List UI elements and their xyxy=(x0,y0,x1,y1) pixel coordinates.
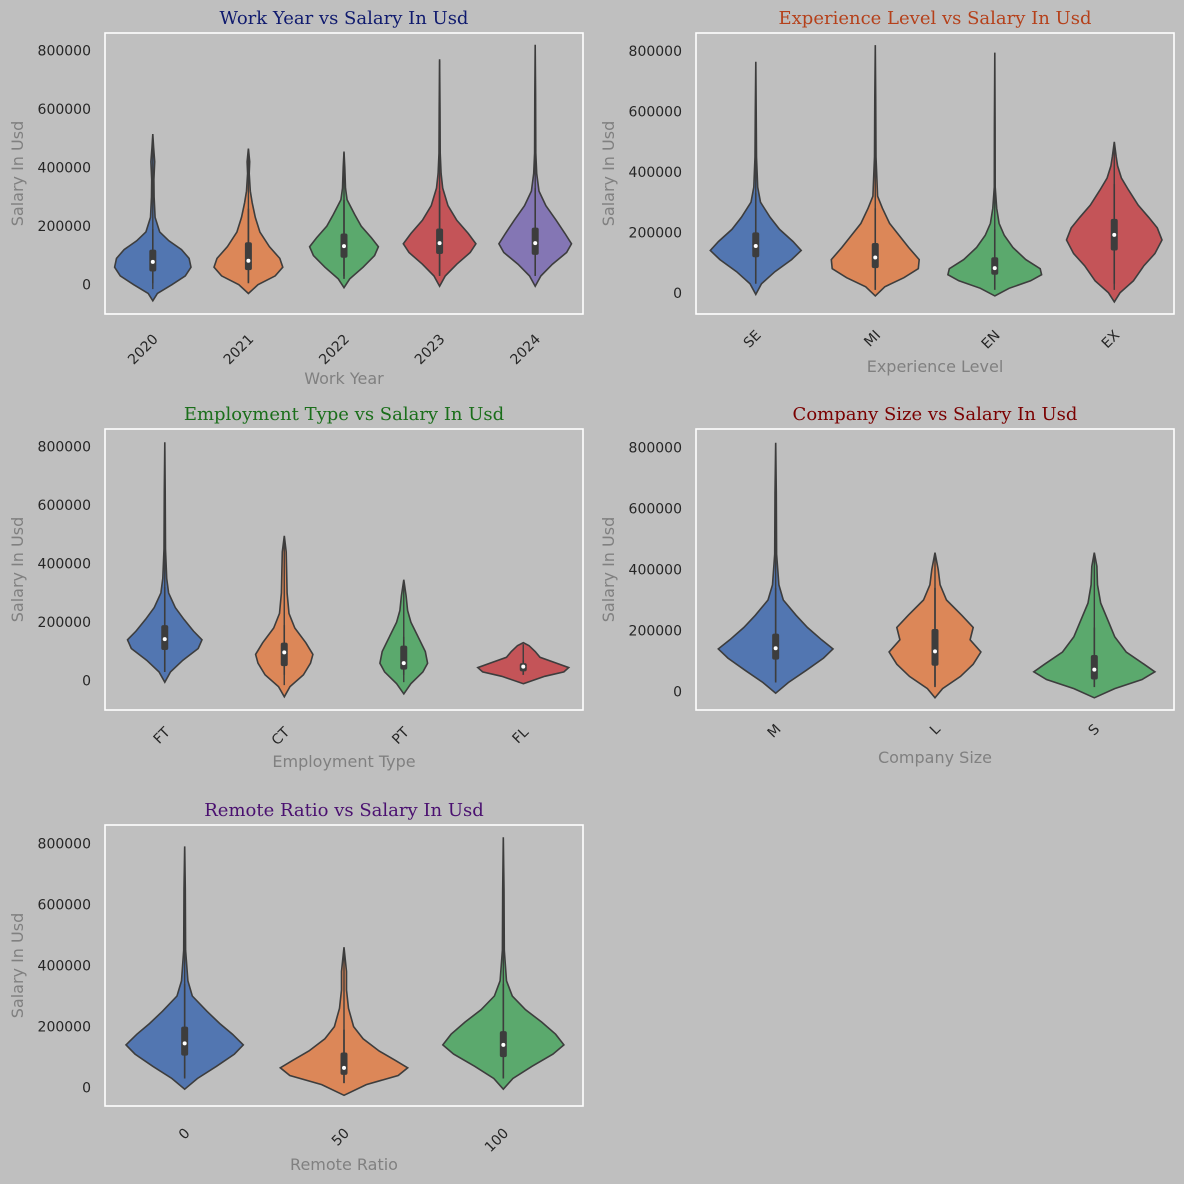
chart-title: Employment Type vs Salary In Usd xyxy=(184,404,504,425)
y-axis-label: Salary In Usd xyxy=(599,517,618,623)
chart-title: Remote Ratio vs Salary In Usd xyxy=(204,800,484,821)
x-tick-label: 2023 xyxy=(412,332,449,369)
x-tick-label: FT xyxy=(151,724,174,747)
x-tick-label: PT xyxy=(389,724,413,748)
y-tick-label: 800000 xyxy=(629,440,682,456)
violin-median-dot xyxy=(753,244,758,249)
plot-frame xyxy=(104,32,584,315)
violin-iqr-box xyxy=(931,629,939,666)
y-tick-label: 600000 xyxy=(38,897,91,913)
x-axis-label: Remote Ratio xyxy=(290,1155,398,1174)
violin-median-dot xyxy=(437,241,442,246)
plot-frame xyxy=(695,428,1175,711)
chart-panel: Company Size vs Salary In Usd Salary In U… xyxy=(599,404,1175,767)
y-tick-label: 800000 xyxy=(38,440,91,456)
x-axis-label: Employment Type xyxy=(272,752,415,771)
x-axis-label: Company Size xyxy=(878,748,992,767)
x-tick-label: FL xyxy=(510,724,533,747)
violin-iqr-box xyxy=(400,645,408,670)
x-axis-label: Work Year xyxy=(304,369,384,388)
x-tick-label: 2021 xyxy=(221,332,258,369)
y-tick-label: 600000 xyxy=(38,102,91,118)
x-axis-label: Experience Level xyxy=(867,357,1004,376)
y-tick-label: 200000 xyxy=(38,219,91,235)
y-tick-label: 0 xyxy=(673,685,682,701)
x-tick-label: 100 xyxy=(482,1126,512,1156)
y-tick-label: 200000 xyxy=(38,615,91,631)
violin-median-dot xyxy=(533,241,538,246)
x-tick-label: 2022 xyxy=(316,332,353,369)
y-tick-label: 800000 xyxy=(38,836,91,852)
violin-median-dot xyxy=(521,664,526,669)
violin-median-dot xyxy=(246,258,251,263)
x-tick-label: CT xyxy=(269,724,294,749)
x-tick-label: 2024 xyxy=(508,331,545,368)
violin-iqr-box xyxy=(181,1026,189,1056)
y-tick-label: 0 xyxy=(673,286,682,302)
violin-median-dot xyxy=(992,266,997,271)
y-tick-label: 400000 xyxy=(38,161,91,177)
violin-iqr-box xyxy=(1090,655,1098,680)
y-tick-label: 600000 xyxy=(629,501,682,517)
y-axis-label: Salary In Usd xyxy=(8,121,27,227)
y-axis-label: Salary In Usd xyxy=(8,913,27,1019)
plot-frame xyxy=(695,32,1175,315)
y-tick-label: 400000 xyxy=(629,563,682,579)
chart-title: Company Size vs Salary In Usd xyxy=(793,404,1078,425)
violin-median-dot xyxy=(150,259,155,264)
y-axis-label: Salary In Usd xyxy=(8,517,27,623)
y-tick-label: 0 xyxy=(82,278,91,294)
violin-median-dot xyxy=(342,244,346,249)
violin-median-dot xyxy=(182,1041,187,1046)
violin-median-dot xyxy=(401,661,406,666)
y-tick-label: 200000 xyxy=(629,225,682,241)
plot-frame xyxy=(104,824,584,1107)
violin-iqr-box xyxy=(280,642,288,667)
y-tick-label: 400000 xyxy=(38,557,91,573)
x-tick-label: EX xyxy=(1099,327,1124,352)
violin-median-dot xyxy=(501,1042,506,1047)
y-tick-label: 400000 xyxy=(629,165,682,181)
y-tick-label: 800000 xyxy=(38,44,91,60)
x-tick-label: SE xyxy=(741,328,765,352)
y-axis-label: Salary In Usd xyxy=(599,121,618,227)
x-tick-label: EN xyxy=(979,328,1004,353)
y-tick-label: 600000 xyxy=(38,498,91,514)
violin-median-dot xyxy=(1092,667,1097,672)
chart-title: Work Year vs Salary In Usd xyxy=(220,8,469,29)
y-tick-label: 600000 xyxy=(629,105,682,121)
violin-median-dot xyxy=(933,649,937,654)
y-tick-label: 0 xyxy=(82,1081,91,1097)
violin-median-dot xyxy=(282,650,287,655)
y-tick-label: 0 xyxy=(82,674,91,690)
violin-median-dot xyxy=(873,255,878,260)
chart-panel: Experience Level vs Salary In Usd Salary … xyxy=(599,8,1175,376)
violin-median-dot xyxy=(342,1065,346,1070)
y-tick-label: 200000 xyxy=(629,624,682,640)
violin-median-dot xyxy=(773,646,778,651)
chart-title: Experience Level vs Salary In Usd xyxy=(779,8,1092,29)
x-tick-label: MI xyxy=(861,328,884,351)
violin-iqr-box xyxy=(340,1052,348,1075)
y-tick-label: 400000 xyxy=(38,959,91,975)
plot-frame xyxy=(104,428,584,711)
x-tick-label: L xyxy=(927,721,944,738)
x-tick-label: 50 xyxy=(329,1126,353,1150)
x-tick-label: 0 xyxy=(176,1126,194,1144)
x-tick-label: 2020 xyxy=(125,332,162,369)
x-tick-label: S xyxy=(1086,721,1104,739)
violin-median-dot xyxy=(162,637,167,642)
violin-iqr-box xyxy=(991,257,999,275)
chart-panel: Remote Ratio vs Salary In Usd Salary In U… xyxy=(8,800,584,1174)
y-tick-label: 200000 xyxy=(38,1020,91,1036)
y-tick-label: 800000 xyxy=(629,44,682,60)
violin-iqr-box xyxy=(244,242,252,271)
violin-median-dot xyxy=(1112,232,1117,237)
x-tick-label: M xyxy=(765,722,785,742)
chart-panel: Employment Type vs Salary In Usd Salary I… xyxy=(8,404,584,771)
chart-panel: Work Year vs Salary In Usd Salary In Usd 0… xyxy=(8,8,584,388)
